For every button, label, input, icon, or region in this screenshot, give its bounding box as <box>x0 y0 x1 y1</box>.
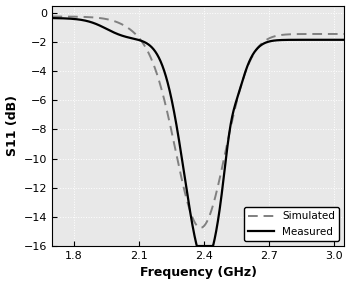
Y-axis label: S11 (dB): S11 (dB) <box>6 95 19 156</box>
X-axis label: Frequency (GHz): Frequency (GHz) <box>140 266 257 280</box>
Simulated <box>50 15 55 18</box>
Line: Simulated: Simulated <box>52 17 344 228</box>
Simulated <box>168 125 173 129</box>
Measured <box>179 152 183 155</box>
Simulated <box>251 53 256 56</box>
Simulated <box>284 33 288 36</box>
Measured <box>284 38 288 42</box>
Measured <box>50 16 55 20</box>
Simulated <box>198 226 203 229</box>
Measured <box>342 38 346 42</box>
Measured <box>80 18 84 22</box>
Simulated <box>278 33 282 37</box>
Measured <box>278 38 282 42</box>
Simulated <box>80 15 84 19</box>
Simulated <box>179 174 183 178</box>
Measured <box>168 93 173 96</box>
Measured <box>251 52 256 56</box>
Measured <box>195 244 199 248</box>
Line: Measured: Measured <box>52 18 344 246</box>
Simulated <box>342 32 346 36</box>
Legend: Simulated, Measured: Simulated, Measured <box>244 207 339 241</box>
